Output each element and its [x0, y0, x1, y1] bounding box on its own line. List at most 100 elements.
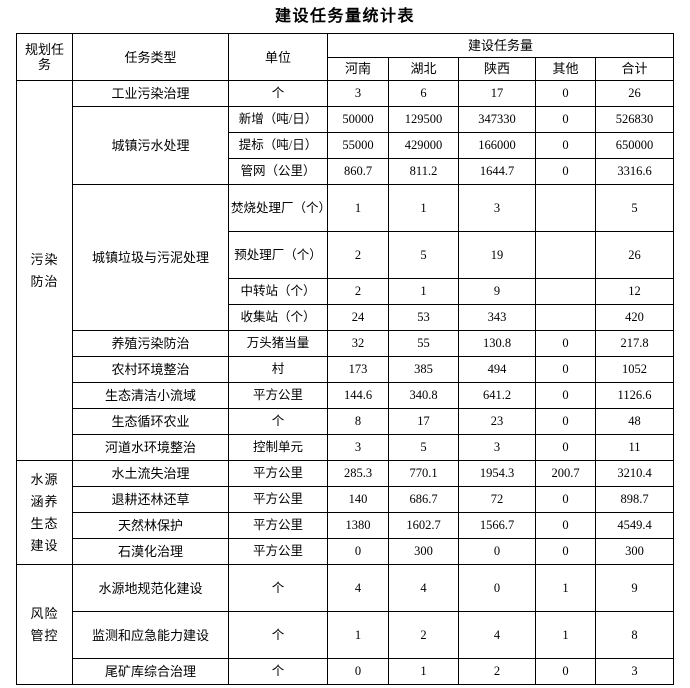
table-row: 退耕还林还草 平方公里 140 686.7 72 0 898.7: [17, 486, 675, 513]
value-cell-total: 5: [594, 184, 675, 232]
value-cell-total: 4549.4: [594, 512, 675, 539]
unit-cell: 个: [228, 611, 328, 659]
task-type-cell: 生态清洁小流域: [72, 382, 229, 409]
value-cell-henan: 2: [327, 231, 389, 279]
value-cell-other: 0: [535, 330, 596, 357]
value-cell-hubei: 4: [388, 564, 459, 612]
value-cell-henan: 3: [327, 434, 389, 461]
value-cell-shaanxi: 4: [458, 611, 536, 659]
group-label-1: 污染防治: [16, 80, 73, 461]
unit-cell: 个: [228, 408, 328, 435]
value-cell-total: 3316.6: [594, 158, 675, 185]
value-cell-total: 898.7: [594, 486, 675, 513]
page-title: 建设任务量统计表: [274, 8, 415, 25]
value-cell-hubei: 1602.7: [388, 512, 459, 539]
unit-cell: 焚烧处理厂（个）: [228, 184, 328, 232]
value-cell-shaanxi: 1644.7: [458, 158, 536, 185]
value-cell-total: 11: [594, 434, 675, 461]
table-row: 水源涵养生态建设 水土流失治理 平方公里 285.3 770.1 1954.3 200.7 3…: [16, 460, 675, 565]
value-cell-other: [535, 184, 596, 232]
task-type-cell: 监测和应急能力建设: [72, 611, 229, 659]
task-type-cell: 城镇垃圾与污泥处理: [72, 184, 229, 331]
task-type-cell: 养殖污染防治: [72, 330, 229, 357]
unit-cell: 万头猪当量: [228, 330, 328, 357]
value-cell-other: 1: [535, 611, 596, 659]
unit-cell: 平方公里: [228, 538, 328, 565]
table-header-row-2: 河南 湖北 陕西 其他 合计: [17, 56, 675, 81]
table-row: 农村环境整治村 173 385 494 0 1052: [17, 356, 675, 383]
task-type-cell: 水土流失治理: [72, 460, 229, 487]
task-type-cell: 退耕还林还草: [72, 486, 229, 513]
value-cell-total: 3210.4: [594, 460, 675, 487]
value-cell-hubei: 770.1: [388, 460, 459, 487]
value-cell-total: 650000: [594, 132, 675, 159]
unit-cell: 平方公里: [228, 460, 328, 487]
header-region-other: 其他: [535, 56, 596, 81]
header-region-henan: 河南: [327, 56, 389, 81]
table-header: 规划任务 任务类型 单位 建设任务量 河南 湖北 陕西 其他 合计: [16, 33, 675, 81]
value-cell-hubei: 686.7: [388, 486, 459, 513]
value-cell-henan: 0: [327, 538, 389, 565]
task-type-cell: 农村环境整治: [72, 356, 229, 383]
value-cell-henan: 1: [327, 611, 389, 659]
table-row: 收集站（个） 24 53 343 420: [17, 304, 675, 331]
value-cell-hubei: 129500: [388, 106, 459, 133]
value-cell-shaanxi: 343: [458, 304, 536, 331]
value-cell-shaanxi: 641.2: [458, 382, 536, 409]
header-unit: 单位: [228, 33, 328, 81]
table-row: 城镇污水处理 新增（吨/日） 50000 129500 347330 0 526830: [17, 106, 675, 185]
table-row: 城镇垃圾与污泥处理 焚烧处理厂（个） 1 1 3 5: [17, 184, 675, 331]
value-cell-shaanxi: 347330: [458, 106, 536, 133]
group-label-3: 风险管控: [16, 564, 73, 685]
unit-cell: 平方公里: [228, 382, 328, 409]
table-row: 监测和应急能力建设个 1 2 4 1 8: [17, 611, 675, 659]
value-cell-total: 12: [594, 278, 675, 305]
table-row: 污染防治 工业污染治理个 3 6 17 0 26: [16, 80, 675, 461]
header-region-hubei: 湖北: [388, 56, 459, 81]
unit-cell: 平方公里: [228, 512, 328, 539]
value-cell-henan: 140: [327, 486, 389, 513]
unit-cell: 中转站（个）: [228, 278, 328, 305]
value-cell-other: 0: [535, 486, 596, 513]
unit-cell: 个: [228, 80, 328, 107]
table-row: 风险管控 水源地规范化建设个 4 4 0 1 9: [16, 564, 675, 685]
value-cell-shaanxi: 1954.3: [458, 460, 536, 487]
table-row: 天然林保护 平方公里 1380 1602.7 1566.7 0 4549.4: [17, 512, 675, 539]
value-cell-hubei: 429000: [388, 132, 459, 159]
value-cell-hubei: 340.8: [388, 382, 459, 409]
task-type-cell: 尾矿库综合治理: [72, 658, 229, 685]
value-cell-henan: 4: [327, 564, 389, 612]
header-construction-amount: 建设任务量: [326, 33, 675, 58]
value-cell-other: [535, 278, 596, 305]
value-cell-henan: 285.3: [327, 460, 389, 487]
value-cell-henan: 144.6: [327, 382, 389, 409]
table-row: 生态循环农业个 8 17 23 0 48: [17, 408, 675, 435]
value-cell-other: 0: [535, 382, 596, 409]
value-cell-hubei: 17: [388, 408, 459, 435]
unit-cell: 新增（吨/日）: [228, 106, 328, 133]
construction-task-statistics-table: 规划任务 任务类型 单位 建设任务量 河南 湖北 陕西 其他 合计 污染防治 工业…: [16, 33, 675, 685]
value-cell-total: 3: [594, 658, 675, 685]
value-cell-shaanxi: 0: [458, 538, 536, 565]
value-cell-hubei: 1: [388, 658, 459, 685]
value-cell-hubei: 1: [388, 184, 459, 232]
task-type-cell: 石漠化治理: [72, 538, 229, 565]
value-cell-shaanxi: 0: [458, 564, 536, 612]
value-cell-total: 8: [594, 611, 675, 659]
value-cell-henan: 860.7: [327, 158, 389, 185]
value-cell-henan: 24: [327, 304, 389, 331]
value-cell-total: 300: [594, 538, 675, 565]
value-cell-hubei: 53: [388, 304, 459, 331]
task-type-cell: 城镇污水处理: [72, 106, 229, 185]
value-cell-hubei: 1: [388, 278, 459, 305]
table-header-row-1: 规划任务 任务类型 单位 建设任务量: [16, 33, 675, 81]
unit-cell: 预处理厂（个）: [228, 231, 328, 279]
task-type-cell: 生态循环农业: [72, 408, 229, 435]
header-plan-task: 规划任务: [16, 33, 73, 81]
value-cell-other: 1: [535, 564, 596, 612]
table-body: 污染防治 工业污染治理个 3 6 17 0 26 城镇污水处理 新增（吨/日） 50000 1295…: [16, 80, 675, 685]
value-cell-total: 26: [594, 80, 675, 107]
value-cell-henan: 2: [327, 278, 389, 305]
value-cell-other: 200.7: [535, 460, 596, 487]
